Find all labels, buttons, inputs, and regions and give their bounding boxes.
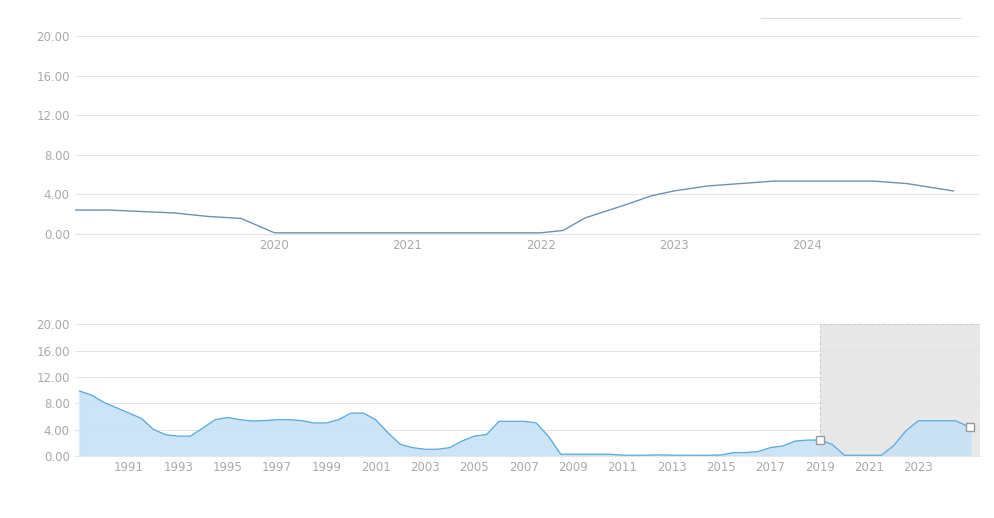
Bar bbox=[819, 324, 986, 456]
